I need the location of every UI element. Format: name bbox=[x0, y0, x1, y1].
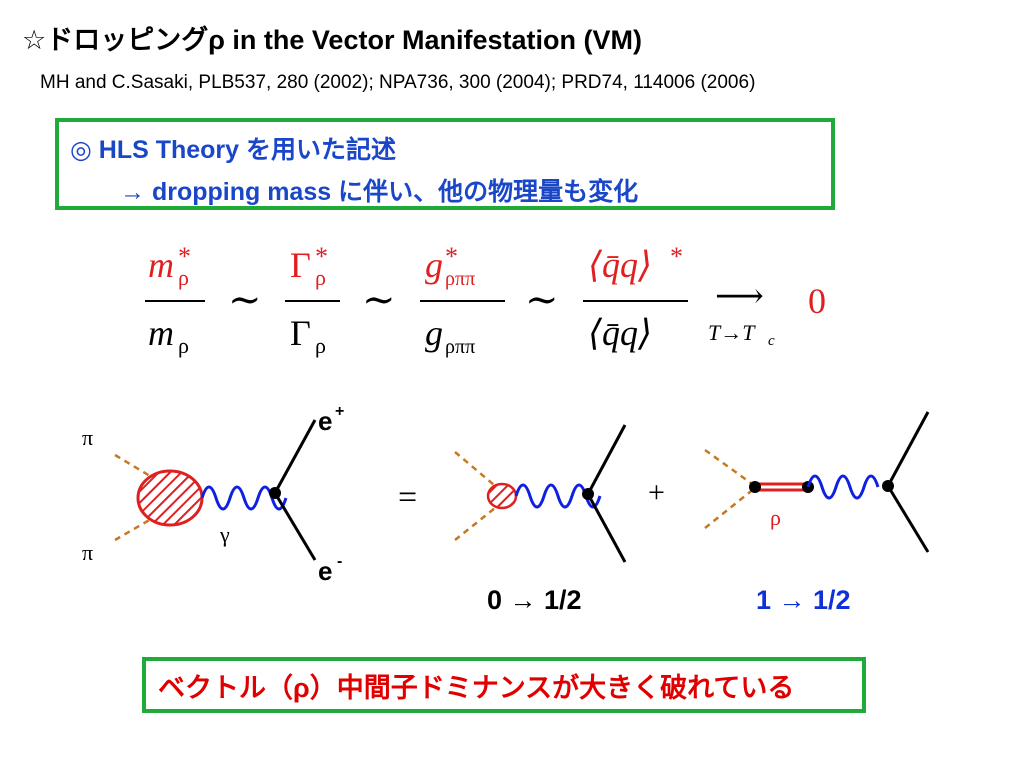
equals-sign: = bbox=[398, 479, 417, 516]
pion-line-bottom-rho bbox=[704, 487, 756, 529]
g-numerator: g bbox=[425, 245, 443, 285]
pi-bottom-label: π bbox=[82, 540, 93, 565]
g-num-sub: ρππ bbox=[445, 268, 475, 290]
qq-numerator: ⟨q̄q⟩ bbox=[588, 245, 652, 285]
g-den-sub: ρππ bbox=[445, 336, 475, 358]
limit-subscript: c bbox=[768, 333, 775, 349]
full-form-factor-diagram: π π γ e + e - bbox=[82, 403, 344, 586]
limit-result: 0 bbox=[808, 281, 826, 321]
photon-wave-rho bbox=[806, 474, 880, 500]
rho-label: ρ bbox=[770, 505, 781, 530]
e-plus-label: e bbox=[318, 406, 332, 436]
mass-ratio: m ρ * m ρ bbox=[145, 242, 205, 358]
condensate-ratio: ⟨q̄q⟩ * ⟨q̄q⟩ bbox=[583, 242, 688, 353]
electron-bottom-direct bbox=[586, 493, 627, 563]
electron-line-bottom bbox=[273, 492, 317, 561]
electron-top-rho bbox=[886, 411, 930, 487]
pion-line-top-rho bbox=[704, 448, 756, 488]
direct-coupling-diagram bbox=[454, 424, 627, 563]
e-plus-sup: + bbox=[335, 403, 344, 420]
pion-line-bottom-direct bbox=[454, 503, 501, 541]
gamma-numerator: Γ bbox=[290, 245, 311, 285]
g-num-star: * bbox=[445, 242, 458, 271]
conclusion-text: ベクトル（ρ）中間子ドミナンスが大きく破れている bbox=[158, 673, 795, 703]
gamma-num-sub: ρ bbox=[315, 265, 326, 290]
pion-line-top-direct bbox=[454, 451, 501, 491]
hls-box bbox=[55, 118, 835, 210]
sim-3: ∼ bbox=[525, 277, 559, 322]
small-vertex-blob bbox=[486, 482, 518, 510]
gamma-num-star: * bbox=[315, 242, 328, 271]
transition-rho: 1 → 1/2 bbox=[756, 585, 851, 615]
m-denominator: m bbox=[148, 313, 174, 353]
references: MH and C.Sasaki, PLB537, 280 (2002); NPA… bbox=[40, 72, 756, 93]
hls-line2: → dropping mass に伴い、他の物理量も変化 bbox=[120, 178, 639, 206]
width-ratio: Γ ρ * Γ ρ bbox=[285, 242, 340, 358]
limit-condition: T→T bbox=[708, 320, 756, 345]
m-num-sub: ρ bbox=[178, 265, 189, 290]
sim-1: ∼ bbox=[228, 277, 262, 322]
gamma-label: γ bbox=[219, 522, 230, 547]
m-den-sub: ρ bbox=[178, 333, 189, 358]
electron-top-direct bbox=[586, 424, 627, 495]
conclusion-box bbox=[142, 657, 866, 713]
m-num-star: * bbox=[178, 242, 191, 271]
plus-sign: + bbox=[648, 476, 665, 509]
transition-direct: 0 → 1/2 bbox=[487, 585, 582, 615]
pi-top-label: π bbox=[82, 425, 93, 450]
vertex-blob bbox=[136, 469, 204, 527]
electron-line-top bbox=[273, 419, 317, 494]
pion-rho-vertex bbox=[749, 481, 761, 493]
coupling-ratio: g ρππ * g ρππ bbox=[420, 242, 505, 358]
rho-mediated-diagram: ρ bbox=[704, 411, 930, 553]
hls-line1: ◎ HLS Theory を用いた記述 bbox=[70, 136, 397, 164]
m-numerator: m bbox=[148, 245, 174, 285]
qq-denominator: ⟨q̄q⟩ bbox=[588, 313, 652, 353]
sim-2: ∼ bbox=[362, 277, 396, 322]
feynman-diagrams: π π γ e + e - = + ρ bbox=[82, 403, 930, 586]
electron-bottom-rho bbox=[886, 485, 930, 553]
gamma-denominator: Γ bbox=[290, 313, 311, 353]
qq-num-star: * bbox=[670, 242, 683, 271]
g-denominator: g bbox=[425, 313, 443, 353]
e-minus-label: e bbox=[318, 556, 332, 586]
limit-arrow: ⟶ bbox=[715, 278, 764, 315]
slide-title: ☆ドロッピングρ in the Vector Manifestation (VM… bbox=[22, 25, 642, 55]
gamma-den-sub: ρ bbox=[315, 333, 326, 358]
e-minus-sup: - bbox=[337, 553, 342, 570]
scaling-formula: m ρ * m ρ ∼ Γ ρ * Γ ρ ∼ g ρππ * g ρππ ∼ … bbox=[145, 242, 826, 358]
